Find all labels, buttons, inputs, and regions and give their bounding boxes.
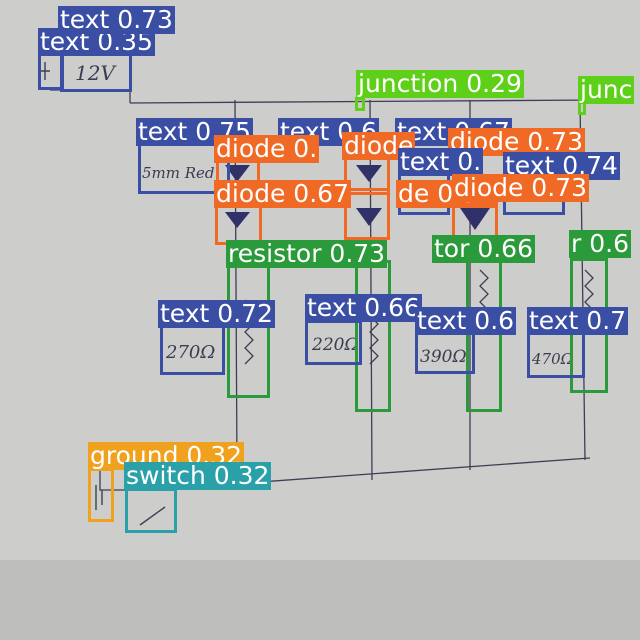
detection-label-text-mid: text 0. bbox=[398, 147, 484, 176]
resistor-4-note: 470Ω bbox=[531, 350, 573, 368]
detection-label-junction: junction 0.29 bbox=[356, 69, 524, 98]
diode-box-mid-bottom bbox=[344, 188, 390, 240]
text-box-470 bbox=[527, 332, 585, 378]
switch-box bbox=[125, 488, 177, 533]
led-symbols bbox=[225, 165, 490, 230]
detection-label-text-073: text 0.73 bbox=[58, 5, 175, 34]
detection-label-diode-left-top: diode 0. bbox=[214, 134, 320, 163]
detection-label-resistor-06: r 0.6 bbox=[569, 229, 631, 258]
text-box-390 bbox=[415, 332, 475, 374]
detection-label-diode-073-bottom: diode 0.73 bbox=[452, 173, 589, 202]
led-size-note: 5mm Red bbox=[142, 164, 215, 182]
detection-label-junction-right: junc bbox=[578, 75, 635, 104]
ground-box bbox=[88, 468, 114, 522]
ground-mark bbox=[95, 485, 103, 510]
detection-label-text-07: text 0.7 bbox=[527, 306, 629, 335]
detection-label-text-072: text 0.72 bbox=[158, 299, 275, 328]
detection-label-diode-mid-top: diode bbox=[342, 131, 416, 160]
resistor-1-note: 270Ω bbox=[165, 342, 215, 363]
resistor-box-1 bbox=[227, 260, 270, 398]
detection-label-text-06b: text 0.6 bbox=[415, 306, 517, 335]
resistor-3-note: 390Ω bbox=[420, 347, 467, 367]
battery-voltage-note: 12V bbox=[75, 61, 117, 85]
detection-label-text-066: text 0.66 bbox=[305, 293, 422, 322]
switch-mark bbox=[139, 506, 166, 526]
battery-plus-mark bbox=[40, 62, 50, 80]
resistor-2-note: 220Ω bbox=[311, 335, 359, 355]
detection-label-diode-067: diode 0.67 bbox=[214, 179, 351, 208]
detection-label-switch: switch 0.32 bbox=[124, 461, 272, 490]
text-box-270 bbox=[160, 325, 225, 375]
detection-label-resistor-073: resistor 0.73 bbox=[226, 239, 388, 268]
junction-box bbox=[355, 97, 365, 111]
detection-label-resistor-066: tor 0.66 bbox=[432, 234, 535, 263]
text-box-220 bbox=[305, 320, 362, 365]
